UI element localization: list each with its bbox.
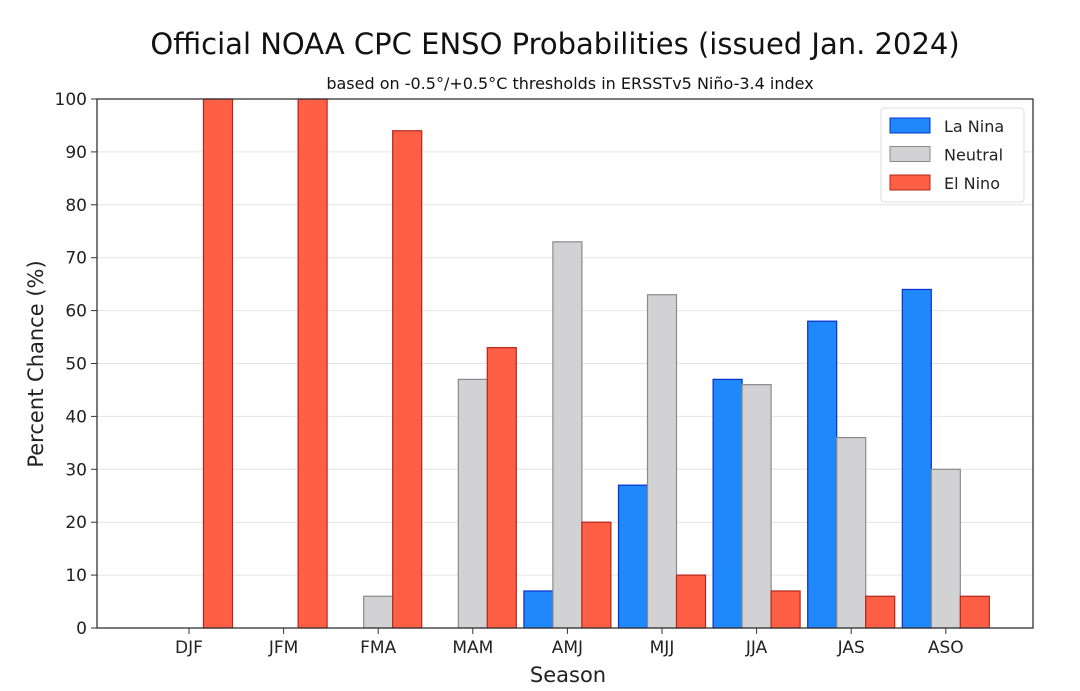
x-tick-label: AMJ	[552, 638, 583, 658]
bar-el-nino-mam	[486, 347, 517, 629]
chart-title: Official NOAA CPC ENSO Probabilities (is…	[150, 27, 959, 61]
bar-el-nino-mjj	[675, 574, 707, 629]
bar-neutral-jja	[741, 384, 772, 629]
y-tick-label: 100	[55, 90, 87, 110]
x-tick-label: FMA	[360, 638, 396, 658]
x-axis-label: Season	[530, 663, 606, 687]
bar-neutral-jas	[836, 436, 867, 629]
y-tick-label: 70	[65, 249, 87, 269]
x-tick-label: JJA	[745, 638, 768, 658]
bar-el-nino-amj	[581, 521, 612, 629]
y-tick-label: 80	[65, 196, 87, 216]
x-tick-label: MJJ	[650, 638, 675, 658]
bar-la-nina-jja	[712, 378, 743, 629]
bar-la-nina-jas	[807, 320, 838, 629]
bar-la-nina-aso	[901, 288, 932, 629]
bar-el-nino-jfm	[297, 98, 328, 629]
legend-swatch-el-nino	[889, 174, 931, 191]
bar-neutral-amj	[552, 241, 583, 629]
y-tick-label: 30	[65, 460, 87, 480]
x-tick-label: MAM	[452, 638, 493, 658]
bars	[202, 98, 990, 629]
y-tick-label: 50	[65, 355, 87, 375]
y-tick-label: 20	[65, 513, 87, 533]
legend-swatch-la-nina	[889, 117, 931, 134]
bar-el-nino-aso	[959, 595, 990, 629]
x-tick-label: ASO	[928, 638, 964, 658]
y-tick-label: 0	[76, 619, 87, 639]
bar-el-nino-jas	[865, 595, 896, 629]
y-tick-label: 90	[65, 143, 87, 163]
bar-la-nina-mjj	[617, 484, 649, 629]
y-axis-label: Percent Chance (%)	[24, 260, 48, 467]
x-tick-label: JAS	[837, 638, 865, 658]
x-tick-label: JFM	[268, 638, 298, 658]
legend-label-la-nina: La Nina	[944, 117, 1004, 136]
legend-swatch-neutral	[889, 146, 931, 162]
bar-neutral-fma	[363, 595, 394, 629]
y-tick-label: 60	[65, 302, 87, 322]
bar-el-nino-djf	[202, 98, 234, 629]
legend-label-el-nino: El Nino	[944, 174, 1000, 193]
bar-neutral-aso	[930, 468, 961, 629]
chart-subtitle: based on -0.5°/+0.5°C thresholds in ERSS…	[326, 74, 813, 93]
bar-neutral-mjj	[646, 294, 678, 629]
bar-neutral-mam	[457, 378, 488, 629]
bar-el-nino-fma	[392, 130, 423, 629]
bar-la-nina-amj	[523, 590, 554, 629]
x-axis-ticks: DJF JFM FMA MAM AMJ MJJ JJA JAS ASO	[175, 628, 964, 658]
y-tick-label: 40	[65, 407, 87, 427]
legend-label-neutral: Neutral	[944, 146, 1003, 165]
y-axis-ticks: 0 10 20 30 40 50 60 70 80 90 100	[55, 90, 97, 639]
x-tick-label: DJF	[175, 638, 203, 658]
bar-el-nino-jja	[770, 590, 801, 629]
legend: La Nina Neutral El Nino	[880, 107, 1025, 203]
y-tick-label: 10	[65, 566, 87, 586]
